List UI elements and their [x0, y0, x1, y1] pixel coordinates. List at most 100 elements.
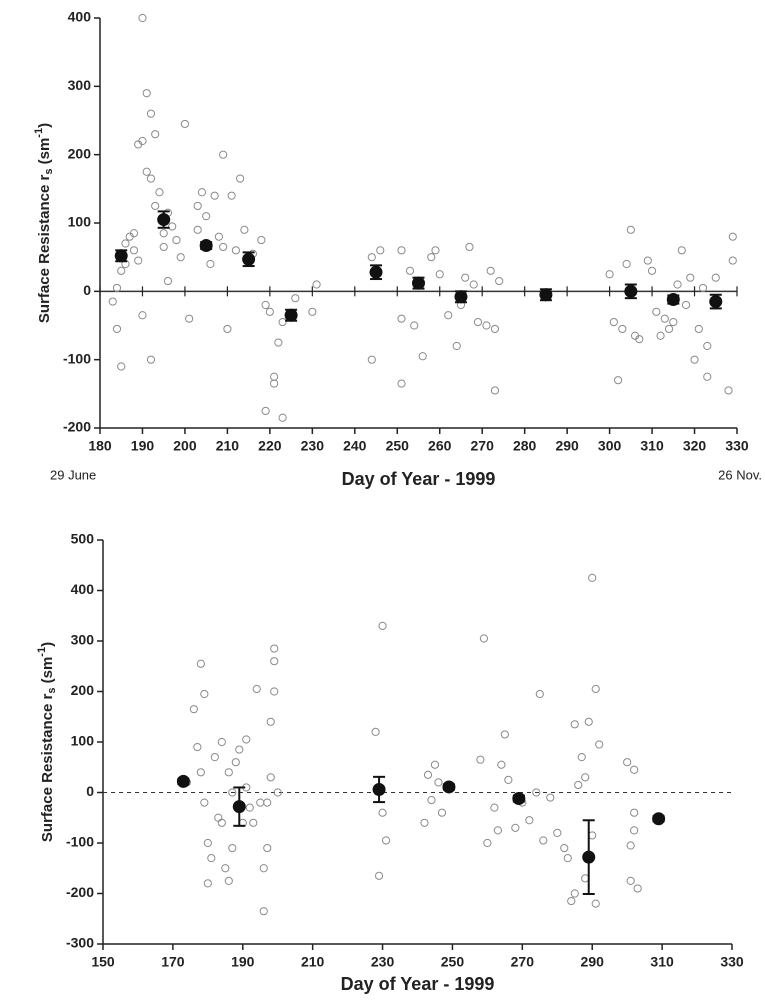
- data-point: [117, 266, 126, 275]
- mean-point: [666, 293, 680, 307]
- mean-point: [624, 284, 638, 298]
- data-point: [469, 280, 478, 289]
- data-point: [257, 235, 266, 245]
- data-point: [374, 871, 384, 880]
- mean-point: [232, 800, 246, 814]
- data-point: [214, 232, 224, 241]
- data-point: [196, 659, 205, 668]
- data-point: [151, 201, 160, 211]
- data-point: [207, 854, 216, 863]
- data-point: [163, 276, 173, 286]
- data-point: [172, 235, 181, 245]
- data-point: [476, 755, 485, 764]
- plot: -300 -200 -100 0 100 200 300 400 500 150 170 190 210…: [36, 531, 744, 994]
- data-point: [231, 246, 240, 255]
- x-tick-label: 230: [301, 438, 325, 454]
- data-point: [206, 259, 215, 269]
- data-point: [266, 717, 275, 726]
- data-point: [452, 341, 461, 351]
- data-point: [240, 225, 249, 234]
- data-point: [265, 307, 274, 316]
- x-tick-label: 250: [441, 954, 465, 970]
- data-point: [138, 136, 147, 146]
- data-point: [728, 232, 737, 241]
- mean-point: [372, 782, 386, 796]
- data-point: [249, 818, 258, 827]
- data-point: [525, 816, 534, 825]
- data-point: [228, 843, 237, 853]
- y-tick-label: 100: [68, 214, 92, 230]
- data-point: [490, 386, 500, 395]
- data-point: [546, 793, 555, 802]
- data-point: [570, 889, 579, 898]
- data-point: [577, 753, 586, 762]
- x-tick-label: 220: [258, 438, 282, 454]
- data-point: [497, 760, 506, 769]
- x-tick-label: 200: [173, 438, 197, 454]
- data-point: [142, 167, 151, 176]
- data-point: [263, 798, 272, 807]
- data-point: [270, 379, 279, 388]
- data-point: [490, 803, 499, 812]
- y-label-close: ): [36, 123, 53, 128]
- data-point: [129, 246, 139, 255]
- data-point: [261, 300, 270, 310]
- data-point: [228, 788, 237, 797]
- data-point: [633, 884, 642, 893]
- data-point: [121, 239, 130, 248]
- annotation: 26 Nov.: [718, 467, 762, 482]
- data-point: [444, 311, 453, 320]
- data-point: [270, 657, 279, 666]
- data-point: [595, 740, 604, 749]
- data-point: [270, 372, 279, 381]
- data-point: [378, 808, 387, 817]
- y-tick-label: -300: [66, 935, 94, 951]
- data-point: [231, 758, 240, 767]
- data-point: [159, 242, 168, 252]
- mean-point: [369, 265, 383, 279]
- data-point: [278, 413, 287, 422]
- y-tick-label: 400: [71, 581, 95, 597]
- data-point: [493, 826, 502, 835]
- data-point: [483, 838, 492, 848]
- y-axis-label: Surface Resistance rs (sm-1): [33, 123, 55, 323]
- y-tick-label: 400: [68, 9, 92, 25]
- data-point: [630, 765, 639, 774]
- data-point: [560, 843, 569, 853]
- data-point: [482, 321, 491, 330]
- data-point: [159, 229, 168, 238]
- data-point: [200, 689, 209, 699]
- data-point: [418, 352, 427, 361]
- data-point: [630, 808, 639, 817]
- data-point: [479, 634, 488, 643]
- data-point: [224, 876, 233, 885]
- x-tick-label: 190: [231, 954, 255, 970]
- data-point: [117, 362, 126, 371]
- data-point: [694, 324, 703, 334]
- annotation: 29 June: [50, 467, 96, 482]
- x-tick-label: 210: [216, 438, 240, 454]
- data-point: [185, 314, 194, 323]
- data-point: [500, 730, 509, 739]
- y-tick-label: -200: [63, 419, 91, 435]
- data-point: [168, 222, 177, 231]
- data-point: [465, 242, 474, 252]
- y-tick-label: 500: [71, 531, 95, 547]
- data-point: [690, 355, 699, 364]
- data-point: [223, 324, 232, 334]
- data-point: [252, 684, 261, 694]
- data-point: [643, 256, 652, 265]
- data-point: [397, 246, 406, 255]
- data-point: [217, 818, 226, 827]
- mean-point: [652, 812, 666, 826]
- data-point: [202, 212, 211, 221]
- data-point: [221, 864, 230, 873]
- data-point: [591, 684, 600, 694]
- y-tick-label: -100: [66, 834, 94, 850]
- data-point: [605, 270, 614, 279]
- mean-point: [157, 213, 171, 227]
- data-point: [553, 828, 562, 838]
- data-point: [681, 300, 691, 310]
- y-label-text: Surface Resistance r: [39, 694, 56, 843]
- data-point: [420, 818, 429, 827]
